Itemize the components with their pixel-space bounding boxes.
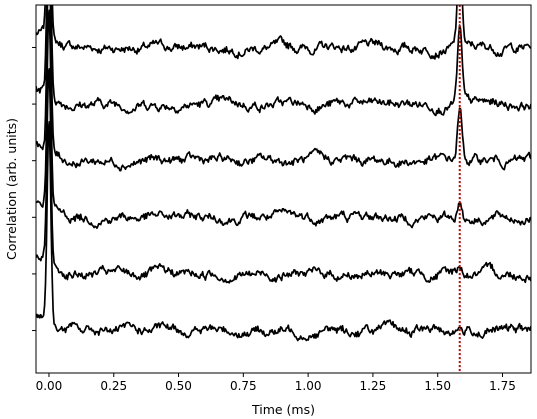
- x-tick-label: 0.75: [230, 379, 257, 393]
- y-axis-label: Correlation (arb. units): [4, 118, 19, 260]
- trace-line: [36, 121, 531, 342]
- x-axis-label: Time (ms): [251, 402, 315, 417]
- trace-line: [36, 5, 531, 117]
- plot-frame: [35, 4, 532, 374]
- trace-line: [36, 9, 531, 230]
- x-axis: 0.00 0.25 0.50 0.75 1.00 1.25 1.50 1.75: [36, 373, 516, 393]
- x-tick-label: 1.50: [424, 379, 451, 393]
- y-axis: [32, 46, 36, 332]
- trace-line: [36, 5, 531, 60]
- x-tick-label: 1.00: [295, 379, 322, 393]
- x-tick-label: 0.25: [100, 379, 127, 393]
- trace-line: [36, 5, 531, 172]
- x-tick-label: 0.50: [165, 379, 192, 393]
- x-tick-label: 1.75: [489, 379, 516, 393]
- x-tick-label: 0.00: [36, 379, 63, 393]
- x-tick-label: 1.25: [360, 379, 387, 393]
- traces: [36, 5, 531, 342]
- trace-line: [36, 68, 531, 284]
